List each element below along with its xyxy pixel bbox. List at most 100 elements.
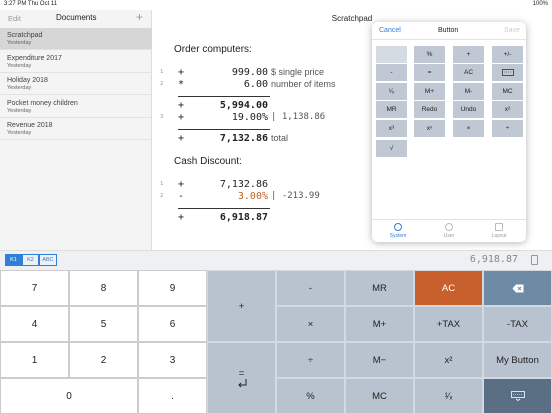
tab-icon: [495, 223, 503, 231]
button-option[interactable]: [376, 46, 407, 63]
button-option[interactable]: √: [376, 140, 407, 157]
line-number: 1: [160, 181, 164, 187]
button-option[interactable]: [492, 64, 523, 81]
document-date: Yesterday: [7, 107, 32, 114]
number-key[interactable]: 1: [0, 342, 69, 378]
button-option[interactable]: x³: [376, 120, 407, 137]
function-key[interactable]: -: [276, 270, 345, 306]
function-key[interactable]: [483, 270, 552, 306]
function-key[interactable]: My Button: [483, 342, 552, 378]
tab-label[interactable]: System: [389, 233, 407, 239]
button-option[interactable]: ×: [453, 120, 484, 137]
document-date: Yesterday: [7, 130, 32, 136]
line-number: 2: [160, 193, 164, 199]
cancel-button[interactable]: Cancel: [379, 27, 401, 34]
operator: +: [178, 112, 185, 123]
document-item[interactable]: [0, 73, 152, 95]
line-number: 3: [160, 114, 164, 120]
function-key[interactable]: [483, 378, 552, 414]
number-key[interactable]: 8: [69, 270, 138, 306]
document-item[interactable]: [0, 51, 152, 73]
edit-button[interactable]: Edit: [8, 14, 21, 23]
function-key[interactable]: -TAX: [483, 306, 552, 342]
tab-icon: [394, 223, 402, 231]
function-key[interactable]: +: [207, 270, 276, 342]
button-option[interactable]: %: [414, 46, 445, 63]
value: 6,918.87: [219, 212, 268, 223]
number-key[interactable]: 5: [69, 306, 138, 342]
document-name: Holiday 2018: [7, 77, 48, 84]
number-key[interactable]: 7: [0, 270, 69, 306]
button-option[interactable]: Undo: [453, 101, 484, 118]
operator: -: [178, 191, 185, 202]
tab-label[interactable]: User: [443, 233, 455, 239]
function-key[interactable]: MR: [345, 270, 414, 306]
function-key[interactable]: =: [207, 342, 276, 414]
document-item[interactable]: [0, 118, 152, 140]
function-key[interactable]: ¹⁄ₓ: [414, 378, 483, 414]
button-option[interactable]: ÷: [492, 120, 523, 137]
function-key[interactable]: MC: [345, 378, 414, 414]
document-date: Yesterday: [7, 40, 32, 46]
operator: +: [178, 179, 185, 190]
function-key[interactable]: ×: [276, 306, 345, 342]
sidebar-title: Documents: [56, 13, 97, 22]
operator: +: [178, 212, 185, 223]
line-number: 2: [160, 81, 164, 87]
keyboard-tab[interactable]: ABC: [39, 254, 57, 266]
operator: +: [178, 133, 185, 144]
function-key[interactable]: M+: [345, 306, 414, 342]
add-button[interactable]: +: [136, 10, 144, 24]
button-option[interactable]: MC: [492, 83, 523, 100]
return-icon: [237, 379, 246, 388]
status-time: 3:27 PM Thu Oct 11: [4, 1, 58, 7]
function-key[interactable]: x²: [414, 342, 483, 378]
button-option[interactable]: x²: [492, 101, 523, 118]
function-key[interactable]: AC: [414, 270, 483, 306]
popover-title: Button: [438, 27, 459, 34]
tab-bar-divider: [372, 219, 526, 220]
button-option[interactable]: -: [376, 64, 407, 81]
number-key[interactable]: .: [138, 378, 207, 414]
save-button[interactable]: Save: [504, 27, 520, 34]
section-heading: Order computers:: [174, 44, 252, 55]
button-option[interactable]: MR: [376, 101, 407, 118]
number-key[interactable]: 2: [69, 342, 138, 378]
button-option[interactable]: ¹⁄ₓ: [376, 83, 407, 100]
popover-divider: [372, 39, 526, 40]
function-key[interactable]: +TAX: [414, 306, 483, 342]
button-option[interactable]: Redo: [414, 101, 445, 118]
button-option[interactable]: +/-: [492, 46, 523, 63]
function-key[interactable]: %: [276, 378, 345, 414]
function-key[interactable]: ÷: [276, 342, 345, 378]
number-key[interactable]: 9: [138, 270, 207, 306]
number-key[interactable]: 0: [0, 378, 138, 414]
button-option[interactable]: M+: [414, 83, 445, 100]
document-name: Expenditure 2017: [7, 54, 62, 62]
keyboard-icon: [510, 391, 525, 401]
number-key[interactable]: 4: [0, 306, 69, 342]
copy-icon: [531, 255, 538, 265]
tab-label[interactable]: Layout: [491, 233, 507, 239]
document-name: Pocket money children: [7, 99, 78, 107]
value: 5,994.00: [219, 100, 268, 111]
button-option[interactable]: +: [453, 46, 484, 63]
keyboard-tab[interactable]: K2: [22, 254, 39, 266]
section-heading: Cash Discount:: [174, 156, 242, 167]
document-item[interactable]: [0, 28, 152, 50]
divider: [178, 208, 270, 209]
document-item[interactable]: [0, 96, 152, 118]
value: 19.00%: [231, 112, 268, 123]
document-name: Scratchpad: [7, 32, 43, 39]
function-key[interactable]: M−: [345, 342, 414, 378]
number-key[interactable]: 3: [138, 342, 207, 378]
document-date: Yesterday: [7, 85, 32, 91]
button-option[interactable]: xⁿ: [414, 120, 445, 137]
button-option[interactable]: AC: [453, 64, 484, 81]
button-option[interactable]: M-: [453, 83, 484, 100]
backspace-icon: [512, 284, 523, 292]
number-key[interactable]: 6: [138, 306, 207, 342]
button-option[interactable]: =: [414, 64, 445, 81]
keyboard-tab[interactable]: K1: [5, 254, 22, 266]
